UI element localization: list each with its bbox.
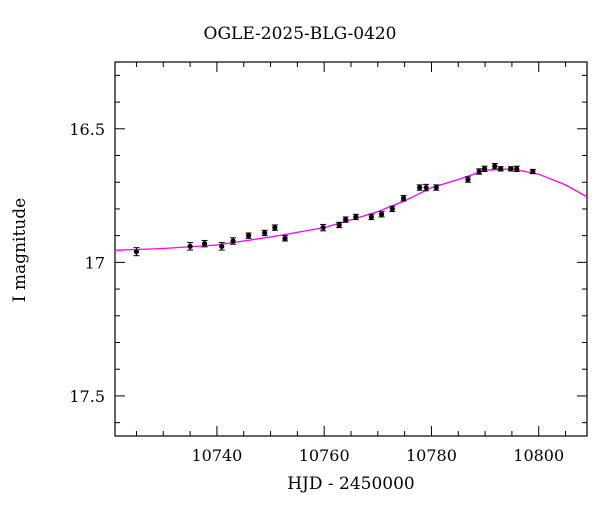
- data-point: [219, 243, 225, 249]
- data-point: [530, 168, 536, 175]
- x-tick-label: 10760: [299, 446, 350, 465]
- data-point: [417, 184, 423, 191]
- data-point: [498, 166, 504, 172]
- data-point: [423, 184, 429, 191]
- data-point: [353, 214, 359, 220]
- data-point: [336, 222, 342, 228]
- data-point: [343, 217, 349, 223]
- model-curve: [115, 168, 587, 251]
- x-tick-label: 10780: [406, 446, 457, 465]
- data-point: [230, 238, 236, 244]
- data-point: [282, 235, 288, 241]
- plot-frame: [114, 61, 588, 437]
- y-tick-label: 16.5: [69, 120, 105, 139]
- x-tick-label: 10800: [513, 446, 564, 465]
- x-axis-label: HJD - 2450000: [287, 474, 415, 494]
- data-point: [201, 241, 208, 247]
- data-point: [320, 225, 326, 231]
- data-point: [492, 163, 498, 169]
- data-point: [262, 230, 268, 236]
- data-point: [133, 249, 140, 255]
- x-tick-label: 10740: [191, 446, 242, 465]
- data-point: [245, 233, 252, 239]
- data-point: [465, 176, 471, 183]
- data-point: [368, 214, 374, 220]
- data-point: [389, 206, 395, 212]
- data-point: [433, 184, 439, 191]
- y-tick-label: 17.5: [69, 387, 105, 406]
- y-tick-label: 17: [85, 253, 105, 272]
- data-point: [514, 166, 520, 172]
- data-point: [481, 166, 488, 172]
- data-point: [272, 225, 278, 231]
- data-point: [187, 243, 193, 249]
- data-point: [400, 195, 407, 201]
- data-point: [508, 166, 514, 172]
- chart-title: OGLE-2025-BLG-0420: [203, 24, 397, 44]
- y-axis-label: I magnitude: [10, 197, 30, 303]
- data-point: [476, 168, 482, 175]
- data-point: [378, 211, 385, 217]
